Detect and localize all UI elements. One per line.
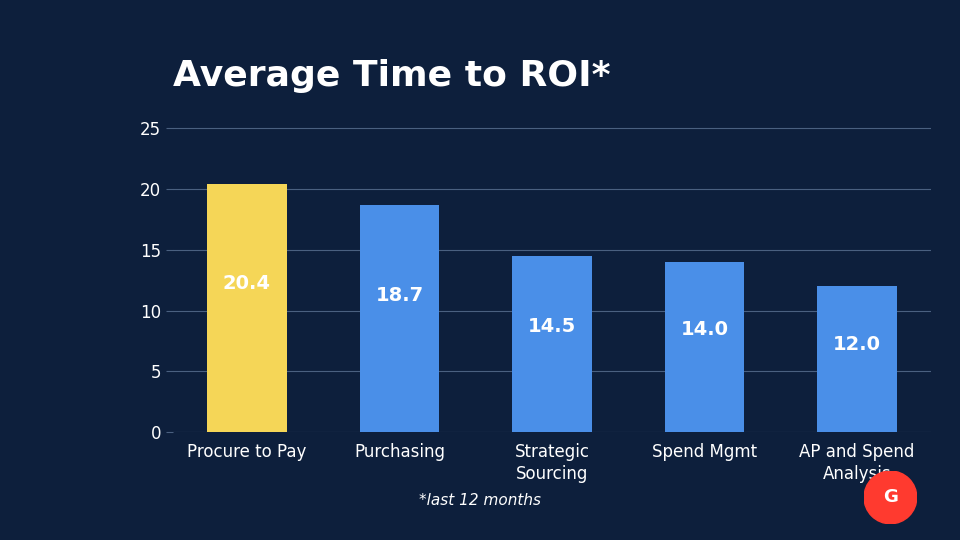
Bar [513,256,591,432]
Bar [360,205,439,432]
Bar [207,184,287,432]
Text: Average Time to ROI*: Average Time to ROI* [173,59,611,93]
Bar [817,286,897,432]
Circle shape [864,471,917,524]
Text: 12.0: 12.0 [833,335,881,354]
Text: *last 12 months: *last 12 months [419,492,541,508]
Text: 14.5: 14.5 [528,317,576,336]
Text: 14.0: 14.0 [681,320,729,340]
Text: 20.4: 20.4 [223,274,271,293]
Text: 18.7: 18.7 [375,286,423,305]
Text: G: G [883,488,898,507]
Bar [665,262,744,432]
